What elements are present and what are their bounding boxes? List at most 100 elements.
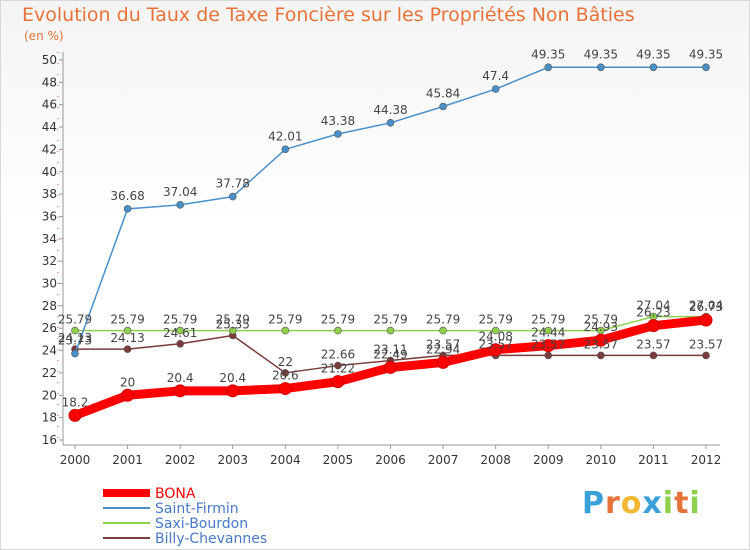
data-point <box>491 326 500 335</box>
logo-letter: t <box>674 486 690 521</box>
legend-label-billy-chevannes: Billy-Chevannes <box>155 531 267 547</box>
data-point <box>228 192 237 201</box>
data-label: 26.23 <box>636 306 670 320</box>
legend-label-bona: BONA <box>155 486 196 502</box>
data-label: 24.61 <box>163 326 197 340</box>
data-label: 23.57 <box>584 337 618 351</box>
data-label: 36.68 <box>110 189 144 203</box>
y-tick-label: 38 <box>42 187 57 201</box>
legend-label-saint-firmin: Saint-Firmin <box>155 501 239 517</box>
data-point <box>544 63 553 72</box>
logo-letter: i <box>662 486 675 521</box>
data-label: 25.79 <box>478 313 512 327</box>
data-label: 20 <box>120 375 135 389</box>
legend-label-saxi-bourdon: Saxi-Bourdon <box>155 516 248 532</box>
data-point <box>331 375 345 389</box>
logo-letter: i <box>689 486 701 521</box>
data-point <box>649 63 658 72</box>
data-label: 24.08 <box>478 330 512 344</box>
data-point <box>226 384 240 398</box>
data-point <box>649 351 658 360</box>
x-tick-label: 2007 <box>428 453 459 467</box>
data-label: 23.57 <box>531 337 565 351</box>
y-tick-label: 18 <box>42 411 57 425</box>
data-point <box>123 345 132 353</box>
x-tick-label: 2004 <box>270 453 301 467</box>
data-point <box>702 351 710 360</box>
y-tick-label: 32 <box>42 254 57 268</box>
logo-letter: o <box>620 486 643 521</box>
y-tick-label: 26 <box>42 321 57 335</box>
data-label: 25.79 <box>321 313 355 327</box>
y-tick-label: 36 <box>42 209 57 223</box>
data-label: 49.35 <box>636 47 670 61</box>
data-point <box>334 361 342 370</box>
data-label: 44.38 <box>373 103 407 117</box>
data-label: 37.04 <box>163 185 197 199</box>
data-label: 27.04 <box>689 299 723 313</box>
data-point <box>491 85 500 93</box>
data-label: 23.57 <box>689 337 723 351</box>
data-label: 20.6 <box>272 369 299 383</box>
data-label: 23.57 <box>636 337 670 351</box>
data-point <box>702 63 710 72</box>
data-point <box>544 351 553 360</box>
data-label: 23.57 <box>478 337 512 351</box>
data-label: 22.49 <box>373 347 407 361</box>
x-tick-label: 2008 <box>480 453 511 467</box>
data-point <box>278 382 292 396</box>
x-tick-label: 2006 <box>375 453 406 467</box>
data-point <box>71 349 79 358</box>
data-label: 25.79 <box>110 313 144 327</box>
data-label: 37.78 <box>216 177 250 191</box>
y-tick-label: 46 <box>42 98 57 112</box>
x-tick-label: 2003 <box>217 453 248 467</box>
data-label: 22.94 <box>426 342 460 356</box>
data-point <box>68 408 82 422</box>
x-tick-label: 2009 <box>533 453 564 467</box>
data-point <box>173 384 187 398</box>
data-label: 45.84 <box>426 86 460 100</box>
data-label: 25.79 <box>216 313 250 327</box>
data-point <box>386 326 395 335</box>
data-label: 25.79 <box>373 313 407 327</box>
data-point <box>176 201 184 209</box>
x-tick-label: 2002 <box>165 453 196 467</box>
data-point <box>334 326 342 335</box>
data-label: 49.35 <box>531 47 565 61</box>
data-label: 22 <box>278 355 293 369</box>
x-tick-label: 2010 <box>586 453 617 467</box>
data-label: 25.79 <box>584 313 618 327</box>
data-point <box>123 326 132 335</box>
proxiti-logo: Proxiti <box>582 486 701 521</box>
data-label: 27.04 <box>636 299 670 313</box>
data-point <box>541 339 555 353</box>
data-label: 49.35 <box>584 47 618 61</box>
y-tick-label: 48 <box>42 75 57 89</box>
data-point <box>594 333 608 347</box>
data-label: 26.73 <box>689 300 723 314</box>
data-point <box>439 102 447 111</box>
y-tick-label: 28 <box>42 299 57 313</box>
data-label: 23.73 <box>58 334 92 348</box>
chart-subtitle: (en %) <box>24 29 64 43</box>
x-tick-label: 2000 <box>60 453 91 467</box>
data-label: 22.66 <box>321 348 355 362</box>
data-label: 20.4 <box>167 371 194 385</box>
logo-letter: P <box>582 486 605 521</box>
data-point <box>334 130 342 138</box>
data-point <box>281 369 290 377</box>
data-label: 24.13 <box>58 331 92 345</box>
data-point <box>699 313 713 327</box>
y-tick-label: 34 <box>42 232 57 246</box>
y-tick-label: 16 <box>42 433 57 447</box>
data-point <box>436 355 450 369</box>
data-point <box>176 326 184 335</box>
data-point <box>281 326 290 335</box>
y-tick-label: 44 <box>42 120 57 134</box>
x-tick-label: 2011 <box>638 453 669 467</box>
data-label: 25.79 <box>163 313 197 327</box>
data-label: 24.44 <box>531 326 565 340</box>
data-label: 25.79 <box>268 313 302 327</box>
